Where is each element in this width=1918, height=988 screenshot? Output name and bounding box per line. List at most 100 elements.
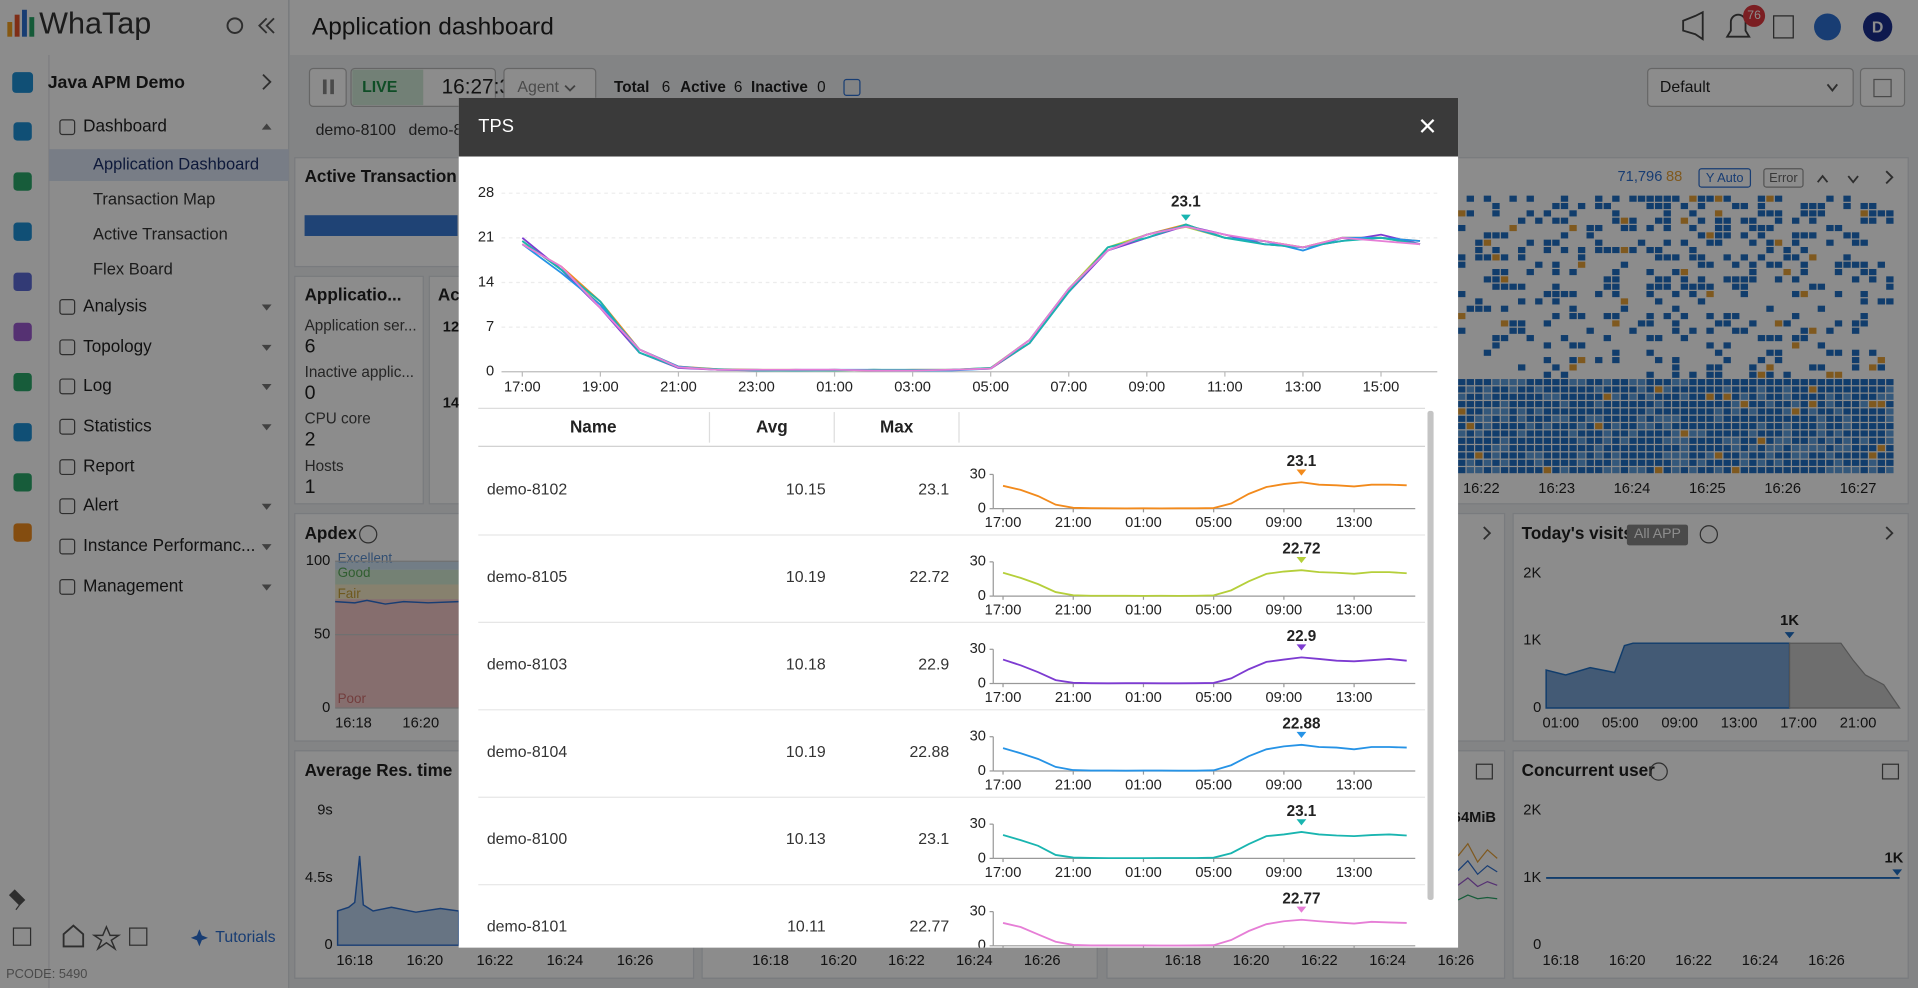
hitmap-cell [1843,232,1851,239]
button-label: Y Auto [1706,170,1744,185]
tab[interactable]: demo-8100 [316,122,396,139]
hitmap-cell [1869,210,1877,217]
hitmap-cell [1629,452,1637,459]
hitmap-cell [1697,452,1706,459]
series-line [1002,831,1407,860]
hitmap-cell [1740,393,1748,400]
nav-icon[interactable] [13,322,32,342]
hitmap-cell [1466,452,1474,459]
hitmap-cell [1706,393,1714,400]
hitmap-cell [1732,327,1740,334]
spark-x-label: 17:00 [985,865,1022,881]
hitmap-cell [1629,393,1637,400]
menu-item[interactable]: Statistics [83,416,151,435]
hitmap-cell [1689,371,1697,378]
menu-item[interactable]: Topology [83,337,152,356]
stat-value: 12 [443,320,459,336]
hitmap-cell [1680,393,1689,400]
spark-x-label: 17:00 [985,690,1022,706]
x-tick-label: 16:22 [1675,953,1712,969]
hitmap-cell [1500,430,1509,437]
menu-item[interactable]: Analysis [83,296,147,315]
logo-bar [22,9,27,37]
hitmap-cell [1595,291,1603,298]
scrollbar[interactable] [1427,410,1434,900]
column-header[interactable]: Avg [756,417,788,436]
spark-x-label: 13:00 [1336,690,1373,706]
x-tick-label: 16:18 [752,953,789,969]
hitmap-cell [1706,364,1714,371]
hitmap-cell [1697,415,1706,422]
pause-button[interactable] [308,67,347,107]
hitmap-cell [1886,437,1894,444]
hitmap-cell [1757,415,1766,422]
chevron [1885,526,1894,540]
menu-item[interactable]: Alert [83,496,118,515]
nav-icon[interactable] [13,423,32,442]
nav-icon[interactable] [13,272,32,292]
hitmap-cell [1809,210,1817,217]
hitmap-cell [1492,276,1500,283]
hitmap-cell [1723,313,1731,320]
search-icon[interactable] [226,17,244,34]
nav-icon[interactable] [13,172,32,191]
hitmap-cell [1826,239,1834,246]
hitmap-cell [1877,437,1885,444]
menu-icon [59,498,76,515]
hitmap-cell [1817,386,1826,393]
hitmap-cell [1714,452,1723,459]
submenu-item[interactable]: Flex Board [93,261,173,279]
nav-icon[interactable] [13,473,32,492]
submenu-item[interactable]: Application Dashboard [93,155,259,173]
tab[interactable]: demo-8 [409,122,463,139]
spark-x-label: 05:00 [1195,690,1232,706]
menu-item[interactable]: Management [83,576,183,595]
hitmap-cell [1492,445,1500,452]
hitmap-cell [1509,459,1517,466]
nav-icon[interactable] [13,372,32,392]
chat-icon[interactable] [1814,13,1841,41]
x-tick-label: 16:24 [547,953,584,969]
hitmap-cell [1603,335,1611,342]
avatar[interactable] [1862,12,1893,42]
nav-icon[interactable] [13,122,32,141]
menu-item[interactable]: Report [83,457,135,476]
tutorials-link[interactable]: Tutorials [215,929,275,946]
preset-select[interactable] [1647,67,1854,107]
notification-count[interactable]: 76 [1747,8,1761,22]
menu-item[interactable]: Log [83,376,112,395]
x-tick-label: 16:20 [1233,953,1270,969]
nav-icon[interactable] [13,222,32,241]
y-auto-button[interactable] [1698,168,1752,188]
hitmap-cell [1877,364,1885,371]
hitmap-cell [1620,247,1629,254]
project-name[interactable]: Java APM Demo [48,72,185,92]
error-button[interactable] [1763,168,1804,188]
hitmap-cell [1543,239,1552,246]
hitmap-cell [1672,327,1680,334]
save-button[interactable] [1859,67,1906,107]
submenu-item[interactable]: Active Transaction [93,226,228,244]
column-header[interactable]: Name [570,417,617,436]
hitmap-cell [1749,445,1757,452]
hitmap-cell [1697,232,1706,239]
hitmap-cell [1655,357,1663,364]
submenu-item[interactable]: Transaction Map [93,191,215,209]
badge [1626,524,1689,546]
menu-item[interactable]: Dashboard [83,117,167,136]
hitmap-cell [1500,452,1509,459]
hitmap-cell [1774,459,1783,466]
column-header[interactable]: Max [880,417,914,436]
row-avg: 10.11 [787,919,826,936]
hitmap-cell [1586,423,1594,430]
hitmap-cell [1714,364,1723,371]
nav-icon[interactable] [13,523,32,542]
modal-header [458,97,1459,157]
menu-item[interactable]: Instance Performanc... [83,536,255,555]
hitmap-cell [1714,224,1723,232]
hitmap-cell [1774,210,1783,217]
hitmap-cell [1834,371,1843,378]
hitmap-cell [1569,430,1577,437]
hitmap-cell [1483,254,1492,261]
hitmap-cell [1518,320,1526,327]
